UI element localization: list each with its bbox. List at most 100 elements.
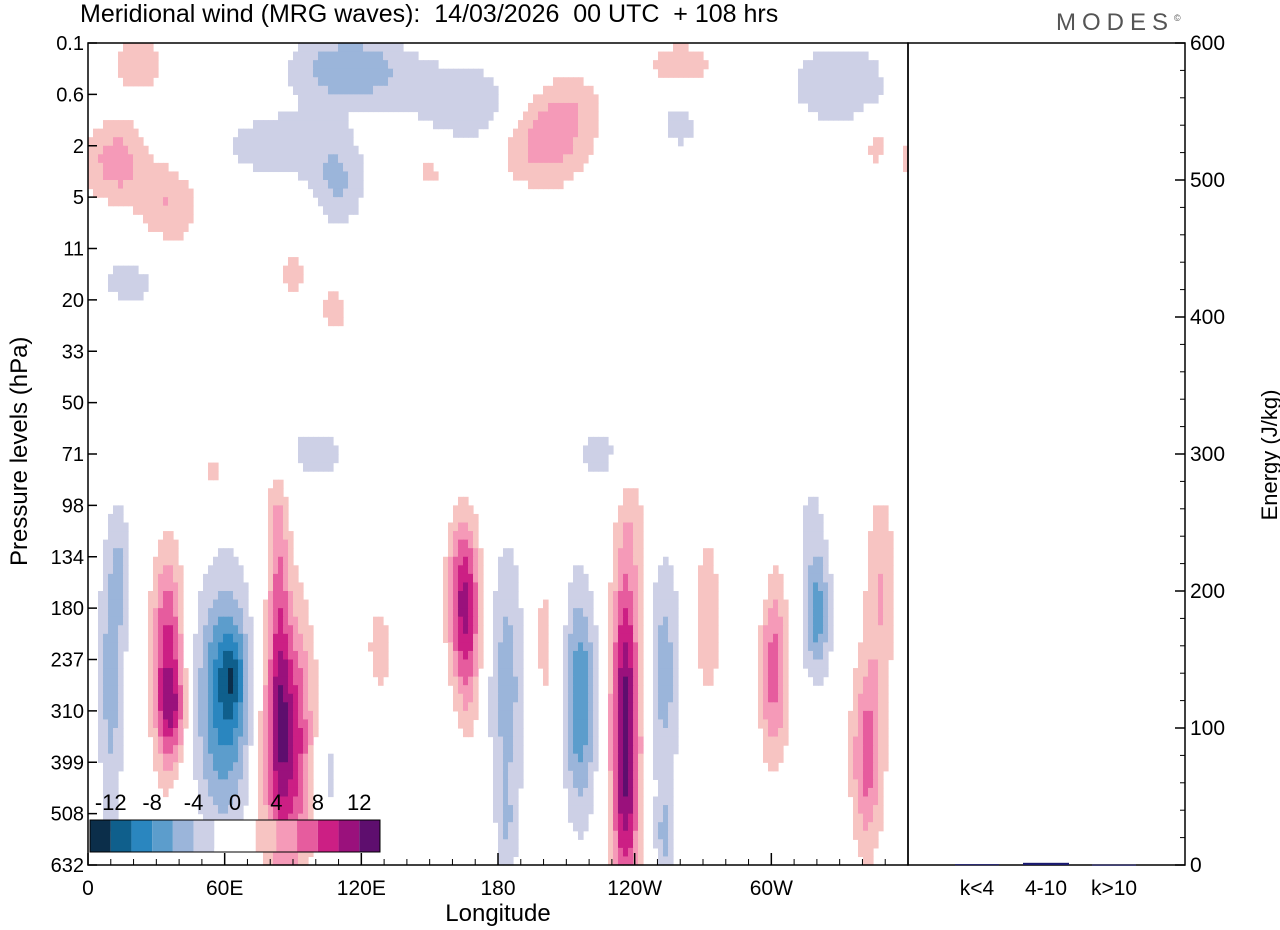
heatmap-cell xyxy=(683,60,689,70)
heatmap-cell xyxy=(588,650,594,661)
heatmap-cell xyxy=(278,616,284,626)
heatmap-cell xyxy=(283,582,289,592)
heatmap-cell xyxy=(263,137,269,147)
heatmap-cell xyxy=(468,650,474,661)
heatmap-cell xyxy=(658,728,664,738)
heatmap-cell xyxy=(853,94,859,104)
y-tick-label: 50 xyxy=(62,393,84,415)
heatmap-cell xyxy=(113,779,119,789)
heatmap-cell xyxy=(558,102,564,113)
heatmap-cell xyxy=(808,102,814,113)
heatmap-cell xyxy=(328,43,334,53)
heatmap-cell xyxy=(413,102,419,113)
heatmap-cell xyxy=(588,702,594,712)
heatmap-cell xyxy=(618,830,624,840)
heatmap-cell xyxy=(638,822,644,832)
heatmap-cell xyxy=(428,60,434,70)
heatmap-cell xyxy=(713,582,719,592)
heatmap-cell xyxy=(518,616,524,626)
heatmap-cell xyxy=(323,154,329,164)
heatmap-cell xyxy=(468,608,474,618)
heatmap-cell xyxy=(153,736,159,746)
heatmap-cell xyxy=(623,625,629,635)
heatmap-cell xyxy=(813,599,819,609)
heatmap-cell xyxy=(463,94,469,104)
heatmap-cell xyxy=(558,137,564,147)
heatmap-cell xyxy=(873,565,879,575)
heatmap-cell xyxy=(868,591,874,601)
heatmap-cell xyxy=(593,436,599,447)
heatmap-cell xyxy=(698,650,704,661)
heatmap-cell xyxy=(108,120,114,130)
heatmap-cell xyxy=(808,573,814,584)
heatmap-cell xyxy=(123,608,129,618)
heatmap-cell xyxy=(783,702,789,712)
heatmap-cell xyxy=(288,745,294,755)
heatmap-cell xyxy=(818,668,824,678)
heatmap-cell xyxy=(778,702,784,712)
heatmap-cell xyxy=(873,68,879,78)
heatmap-cell xyxy=(163,205,169,215)
heatmap-cell xyxy=(638,608,644,618)
heatmap-cell xyxy=(268,813,274,823)
heatmap-cell xyxy=(873,650,879,661)
heatmap-cell xyxy=(448,633,454,643)
heatmap-cell xyxy=(633,650,639,661)
heatmap-cell xyxy=(338,43,344,53)
heatmap-cell xyxy=(198,796,204,806)
heatmap-cell xyxy=(238,745,244,755)
heatmap-cell xyxy=(283,265,289,275)
heatmap-cell xyxy=(283,137,289,147)
heatmap-cell xyxy=(298,770,304,780)
heatmap-cell xyxy=(243,753,249,763)
heatmap-cell xyxy=(658,659,664,669)
heatmap-cell xyxy=(308,85,314,95)
heatmap-cell xyxy=(108,728,114,738)
heatmap-cell xyxy=(313,676,319,686)
heatmap-cell xyxy=(593,710,599,721)
heatmap-cell xyxy=(233,608,239,618)
heatmap-cell xyxy=(493,676,499,686)
heatmap-cell xyxy=(703,650,709,661)
heatmap-cell xyxy=(468,659,474,669)
heatmap-cell xyxy=(568,813,574,823)
heatmap-cell xyxy=(818,676,824,686)
heatmap-cell xyxy=(853,85,859,95)
heatmap-cell xyxy=(608,642,614,652)
heatmap-cell xyxy=(143,154,149,164)
heatmap-cell xyxy=(818,650,824,661)
heatmap-cell xyxy=(453,94,459,104)
heatmap-cell xyxy=(158,753,164,763)
heatmap-cell xyxy=(628,608,634,618)
heatmap-cell xyxy=(503,548,509,558)
heatmap-cell xyxy=(358,162,364,173)
heatmap-cell xyxy=(268,539,274,549)
heatmap-cell xyxy=(108,762,114,772)
heatmap-cell xyxy=(278,685,284,695)
heatmap-cell xyxy=(293,120,299,130)
heatmap-cell xyxy=(548,128,554,138)
heatmap-cell xyxy=(338,111,344,121)
heatmap-cell xyxy=(563,162,569,173)
heatmap-cell xyxy=(768,591,774,601)
heatmap-cell xyxy=(563,753,569,763)
heatmap-cell xyxy=(128,274,134,284)
heatmap-cell xyxy=(243,676,249,686)
heatmap-cell xyxy=(813,556,819,566)
heatmap-cell xyxy=(863,685,869,695)
heatmap-cell xyxy=(358,94,364,104)
heatmap-cell xyxy=(768,573,774,584)
heatmap-cell xyxy=(573,779,579,789)
heatmap-cell xyxy=(293,60,299,70)
heatmap-cell xyxy=(638,745,644,755)
heatmap-cell xyxy=(313,693,319,703)
heatmap-cell xyxy=(563,642,569,652)
heatmap-cell xyxy=(248,616,254,626)
heatmap-cell xyxy=(578,822,584,832)
heatmap-cell xyxy=(318,445,324,455)
heatmap-cell xyxy=(688,128,694,138)
heatmap-cell xyxy=(878,710,884,721)
heatmap-cell xyxy=(613,591,619,601)
heatmap-cell xyxy=(258,779,264,789)
heatmap-cell xyxy=(208,659,214,669)
